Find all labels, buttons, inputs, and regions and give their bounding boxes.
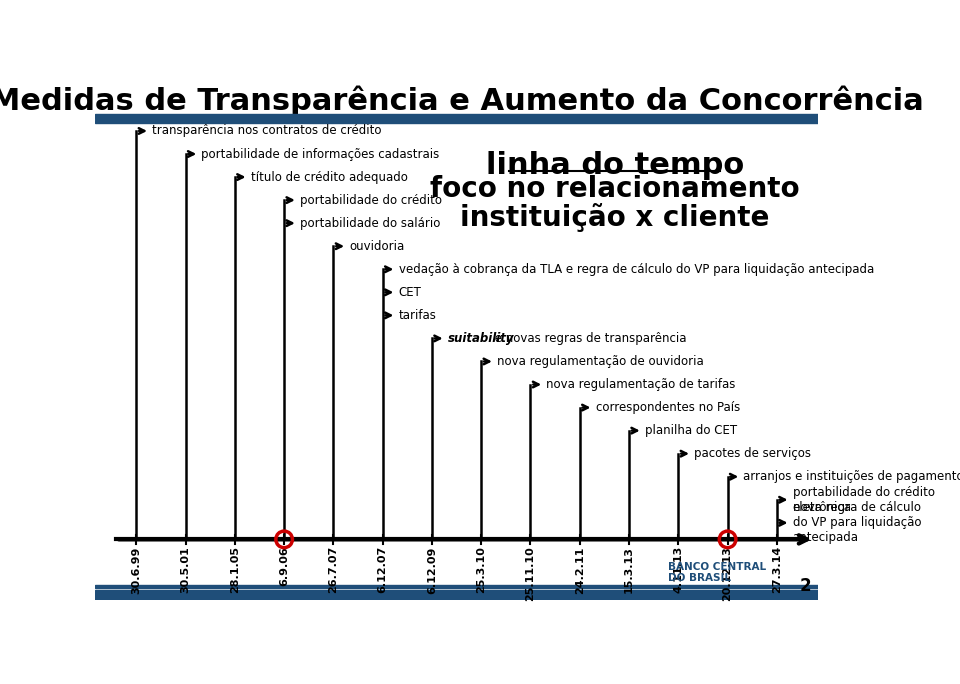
Text: nova regulamentação de tarifas: nova regulamentação de tarifas xyxy=(546,378,735,391)
Text: nova regulamentação de ouvidoria: nova regulamentação de ouvidoria xyxy=(497,355,704,368)
Text: nova regra de cálculo
do VP para liquidação
antecipada: nova regra de cálculo do VP para liquida… xyxy=(793,501,922,544)
Text: 27.3.14: 27.3.14 xyxy=(772,547,781,594)
Text: 26.7.07: 26.7.07 xyxy=(328,547,339,594)
Bar xyxy=(95,120,818,122)
Text: 30.6.99: 30.6.99 xyxy=(132,547,141,594)
Text: portabilidade do crédito
eletrônica: portabilidade do crédito eletrônica xyxy=(793,486,935,514)
Text: correspondentes no País: correspondentes no País xyxy=(595,401,740,414)
Text: planilha do CET: planilha do CET xyxy=(645,424,737,437)
Text: 30.5.01: 30.5.01 xyxy=(180,547,191,593)
Text: BANCO CENTRAL
DO BRASIL: BANCO CENTRAL DO BRASIL xyxy=(667,562,766,583)
Text: 24.2.11: 24.2.11 xyxy=(575,547,585,594)
Text: transparência nos contratos de crédito: transparência nos contratos de crédito xyxy=(152,124,382,137)
Text: portabilidade de informações cadastrais: portabilidade de informações cadastrais xyxy=(202,148,440,161)
Bar xyxy=(95,114,818,119)
Text: Medidas de Transparência e Aumento da Concorrência: Medidas de Transparência e Aumento da Co… xyxy=(0,86,924,116)
Text: pacotes de serviços: pacotes de serviços xyxy=(694,447,811,460)
Text: instituição x cliente: instituição x cliente xyxy=(460,202,770,232)
Bar xyxy=(95,585,818,588)
Text: 25.11.10: 25.11.10 xyxy=(525,547,536,601)
Text: 6.9.06: 6.9.06 xyxy=(279,547,289,586)
Text: tarifas: tarifas xyxy=(398,309,437,322)
Text: vedação à cobrança da TLA e regra de cálculo do VP para liquidação antecipada: vedação à cobrança da TLA e regra de cál… xyxy=(398,263,874,276)
Text: 28.1.05: 28.1.05 xyxy=(229,547,240,593)
Text: 15.3.13: 15.3.13 xyxy=(624,547,634,593)
Text: portabilidade do crédito: portabilidade do crédito xyxy=(300,194,442,207)
Bar xyxy=(95,590,818,600)
Text: linha do tempo: linha do tempo xyxy=(486,151,744,181)
Text: título de crédito adequado: título de crédito adequado xyxy=(251,170,408,183)
Text: 25.3.10: 25.3.10 xyxy=(476,547,486,593)
Text: portabilidade do salário: portabilidade do salário xyxy=(300,217,441,230)
Text: 6.12.09: 6.12.09 xyxy=(427,547,437,594)
Text: 6.12.07: 6.12.07 xyxy=(377,547,388,594)
Text: 20.12.13: 20.12.13 xyxy=(723,547,732,601)
Text: suitability: suitability xyxy=(447,332,515,345)
Text: CET: CET xyxy=(398,286,421,299)
Text: foco no relacionamento: foco no relacionamento xyxy=(430,175,800,203)
Text: ouvidoria: ouvidoria xyxy=(349,239,404,252)
Text: 4.11.13: 4.11.13 xyxy=(673,547,684,594)
Text: e novas regras de transparência: e novas regras de transparência xyxy=(492,332,687,345)
Text: 2: 2 xyxy=(799,577,811,595)
Text: arranjos e instituições de pagamento: arranjos e instituições de pagamento xyxy=(743,470,960,483)
